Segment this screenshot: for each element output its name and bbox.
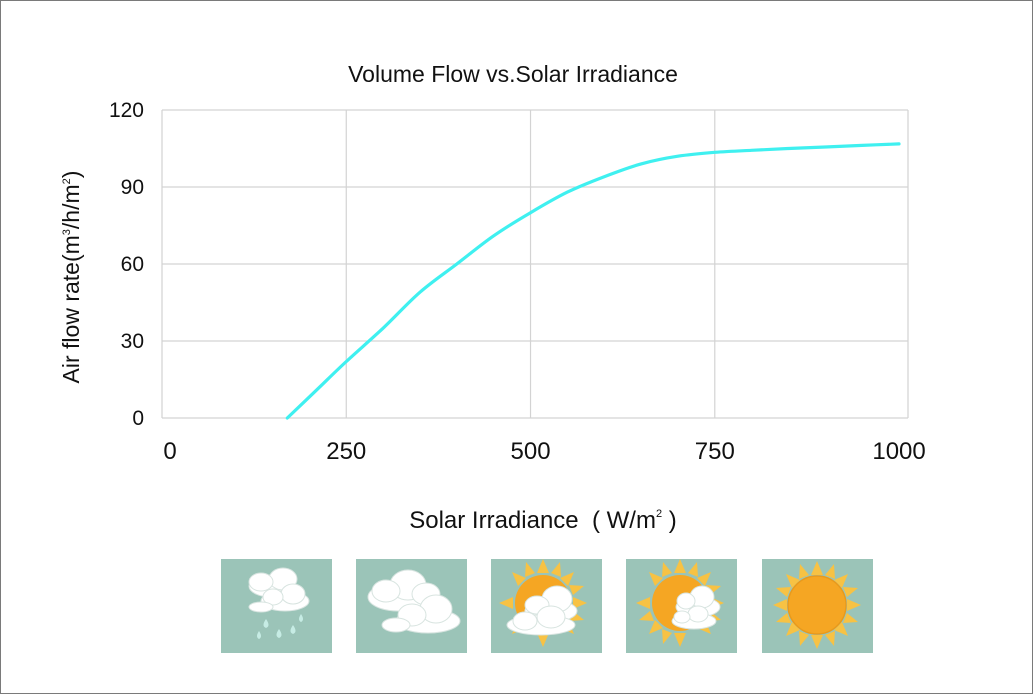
x-tick-label: 1000 bbox=[872, 438, 925, 465]
x-axis-label: Solar Irradiance ( W/m2 ) bbox=[409, 507, 677, 534]
y-tick-label: 120 bbox=[109, 99, 144, 122]
rain-cloud-icon bbox=[221, 559, 332, 653]
x-tick-label: 250 bbox=[326, 438, 366, 465]
chart-title: Volume Flow vs.Solar Irradiance bbox=[348, 61, 678, 87]
partly-sunny-icon bbox=[626, 559, 737, 653]
sunny-icon bbox=[762, 559, 873, 653]
series-line-air-flow bbox=[285, 142, 901, 420]
x-tick-label: 0 bbox=[163, 438, 176, 465]
y-tick-label: 90 bbox=[121, 176, 144, 199]
x-tick-label: 500 bbox=[511, 438, 551, 465]
y-tick-labels: 0 30 60 90 120 bbox=[109, 99, 144, 430]
grid-lines bbox=[161, 109, 909, 419]
y-tick-label: 30 bbox=[121, 330, 144, 353]
cloudy-icon bbox=[356, 559, 467, 653]
x-tick-labels: 0 250 500 750 1000 bbox=[163, 438, 925, 465]
sun-behind-cloud-icon bbox=[491, 559, 602, 653]
y-tick-label: 0 bbox=[132, 407, 144, 430]
x-tick-label: 750 bbox=[695, 438, 735, 465]
y-axis-label: Air flow rate(m3/h/m2) bbox=[58, 171, 84, 384]
y-tick-label: 60 bbox=[121, 253, 144, 276]
